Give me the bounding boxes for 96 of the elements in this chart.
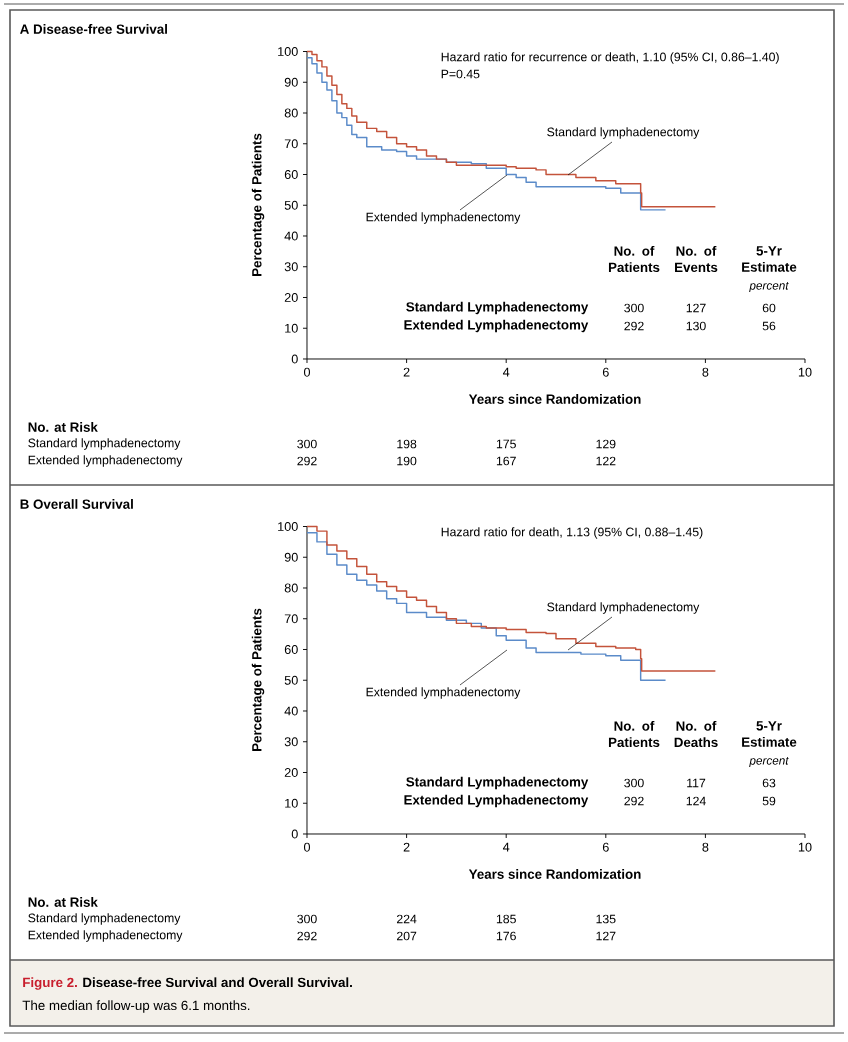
x-tick-label: 4 [502,842,510,852]
annotation: 300 [624,778,644,788]
series-label: Standard lymphadenectomy [547,602,700,614]
annotation: 300 [624,303,644,313]
y-tick-label: 60 [284,170,298,179]
text: 176 [496,931,516,941]
x-tick-label: 8 [702,842,709,852]
y-axis-title: Percentage of Patients [251,608,265,751]
text: No. at Risk [28,897,98,907]
annotation: percent [749,756,789,767]
text: 300 [297,439,317,449]
text: 190 [397,456,417,466]
text: Standard lymphadenectomy [28,913,181,925]
y-tick-label: 30 [284,262,298,272]
text: A Disease-free Survival [20,24,167,34]
x-tick-label: 0 [303,367,311,377]
text: Extended lymphadenectomy [366,687,521,699]
text: Standard lymphadenectomy [547,127,700,139]
annotation: Hazard ratio for death, 1.13 (95% CI, 0.88–1.45) [441,527,703,539]
x-tick-label: 2 [403,842,410,852]
annotation: 63 [762,778,776,788]
annotation: Hazard ratio for recurrence or death, 1.10 (95% CI, 0.86–1.40) [441,52,779,64]
annotation: 292 [624,796,644,806]
annotation: No. of Deaths [674,720,718,748]
y-tick-label: 20 [284,293,298,302]
text: 292 [297,456,317,466]
y-tick-label: 40 [284,231,298,241]
text: 198 [397,439,417,449]
y-tick-label: 10 [285,798,298,808]
text: 207 [396,931,417,941]
caption: Figure 2. [23,977,77,990]
annotation: Standard Lymphadenectomy [406,301,589,315]
annotation: No. of Patients [608,720,660,748]
annotation: P=0.45 [441,69,480,79]
text: No. at Risk [28,422,98,432]
annotation: 117 [687,778,706,788]
text: 300 [297,914,317,924]
x-tick-label: 6 [602,367,609,377]
y-tick-label: 10 [285,323,298,333]
text: 224 [396,914,417,924]
y-tick-label: 80 [284,108,298,118]
y-tick-label: 50 [284,200,298,210]
annotation: 292 [624,321,644,331]
annotation: 60 [762,303,776,313]
y-tick-label: 40 [284,706,298,716]
text: B Overall Survival [20,499,133,509]
x-tick-label: 6 [602,842,609,852]
text: Disease-free Survival and Overall Survival. [83,977,352,988]
annotation: 56 [762,321,776,331]
text: 129 [596,439,616,449]
annotation: 130 [686,321,706,331]
text: 167 [496,456,516,466]
annotation: Standard Lymphadenectomy [406,776,589,790]
text: 122 [596,456,616,466]
annotation: 59 [762,796,776,806]
text: 127 [596,931,616,941]
annotation: No. of Patients [608,245,660,273]
x-axis-title: Years since Randomization [468,869,641,879]
y-tick-label: 100 [278,522,298,531]
text: 185 [496,914,516,924]
annotation: No. of Events [675,245,718,273]
annotation: 5-Yr Estimate [742,721,797,747]
y-tick-label: 70 [284,139,298,149]
text: Extended lymphadenectomy [28,930,183,942]
y-axis-title: Percentage of Patients [251,133,265,276]
y-tick-label: 90 [284,552,298,562]
annotation: Extended Lymphadenectomy [404,319,589,333]
annotation: 124 [686,796,706,806]
y-tick-label: 20 [284,768,298,777]
x-tick-label: 8 [702,367,709,377]
y-tick-label: 0 [291,829,298,839]
x-tick-label: 10 [798,367,812,377]
text: Standard lymphadenectomy [28,438,181,450]
y-tick-label: 50 [284,675,298,685]
x-tick-label: 10 [798,842,812,852]
x-tick-label: 0 [303,842,311,852]
y-tick-label: 80 [284,583,298,593]
text: Extended lymphadenectomy [366,212,521,224]
x-tick-label: 4 [502,367,510,377]
annotation: percent [749,281,789,292]
text: Extended lymphadenectomy [28,455,183,467]
y-tick-label: 70 [284,614,298,624]
y-tick-label: 90 [284,77,298,87]
annotation: Extended Lymphadenectomy [404,794,589,808]
y-tick-label: 30 [284,737,298,747]
x-axis-title: Years since Randomization [468,394,641,404]
annotation: 127 [686,303,706,313]
y-tick-label: 0 [291,354,298,364]
text: 175 [496,439,516,449]
annotation: 5-Yr Estimate [742,246,797,272]
text: 292 [297,931,317,941]
text: The median follow-up was 6.1 months. [22,1000,250,1013]
y-tick-label: 100 [278,47,298,56]
y-tick-label: 60 [284,645,298,654]
x-tick-label: 2 [403,367,410,377]
text: 135 [596,914,616,924]
